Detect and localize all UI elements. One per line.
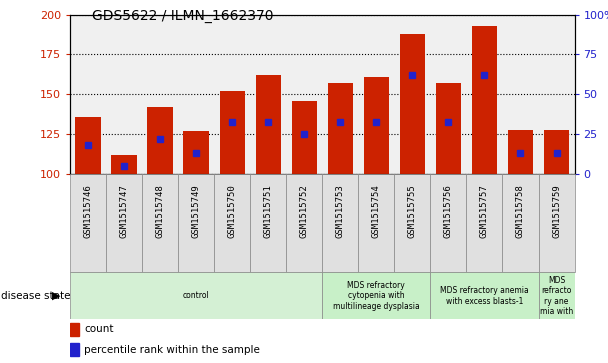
Text: count: count <box>84 325 114 334</box>
Bar <box>508 130 533 174</box>
Text: GSM1515749: GSM1515749 <box>192 184 201 238</box>
Bar <box>472 26 497 174</box>
Text: GSM1515756: GSM1515756 <box>444 184 453 238</box>
Bar <box>250 174 286 272</box>
Bar <box>358 174 395 272</box>
Bar <box>70 323 79 336</box>
Bar <box>395 174 430 272</box>
Bar <box>70 343 79 356</box>
Text: disease state: disease state <box>1 291 71 301</box>
Text: GSM1515752: GSM1515752 <box>300 184 309 238</box>
Bar <box>255 75 281 174</box>
Bar <box>430 272 539 319</box>
Bar <box>214 174 250 272</box>
Text: control: control <box>183 291 209 300</box>
Bar <box>466 174 502 272</box>
Text: MDS
refracto
ry ane
mia with: MDS refracto ry ane mia with <box>540 276 573 316</box>
Text: GSM1515751: GSM1515751 <box>264 184 272 238</box>
Bar <box>436 83 461 174</box>
Bar <box>292 101 317 174</box>
Text: percentile rank within the sample: percentile rank within the sample <box>84 345 260 355</box>
Bar <box>147 107 173 174</box>
Bar <box>539 174 575 272</box>
Text: MDS refractory anemia
with excess blasts-1: MDS refractory anemia with excess blasts… <box>440 286 529 306</box>
Bar <box>286 174 322 272</box>
Bar <box>364 77 389 174</box>
Bar <box>70 272 322 319</box>
Bar <box>184 131 209 174</box>
Bar <box>430 174 466 272</box>
Bar <box>539 272 575 319</box>
Bar <box>328 83 353 174</box>
Text: MDS refractory
cytopenia with
multilineage dysplasia: MDS refractory cytopenia with multilinea… <box>333 281 420 311</box>
Text: GSM1515753: GSM1515753 <box>336 184 345 238</box>
Text: GSM1515758: GSM1515758 <box>516 184 525 238</box>
Text: GSM1515759: GSM1515759 <box>552 184 561 238</box>
Text: GSM1515747: GSM1515747 <box>120 184 128 238</box>
Text: GDS5622 / ILMN_1662370: GDS5622 / ILMN_1662370 <box>92 9 273 23</box>
Text: ▶: ▶ <box>52 291 60 301</box>
Bar <box>544 130 569 174</box>
Bar <box>70 174 106 272</box>
Bar <box>106 174 142 272</box>
Text: GSM1515754: GSM1515754 <box>372 184 381 238</box>
Bar <box>322 174 358 272</box>
Text: GSM1515748: GSM1515748 <box>156 184 165 238</box>
Text: GSM1515755: GSM1515755 <box>408 184 417 238</box>
Bar <box>399 34 425 174</box>
Bar <box>502 174 539 272</box>
Text: GSM1515757: GSM1515757 <box>480 184 489 238</box>
Bar <box>111 155 137 174</box>
Text: GSM1515750: GSM1515750 <box>227 184 237 238</box>
Bar <box>75 117 100 174</box>
Bar <box>322 272 430 319</box>
Bar <box>142 174 178 272</box>
Bar <box>219 91 245 174</box>
Bar <box>178 174 214 272</box>
Text: GSM1515746: GSM1515746 <box>83 184 92 238</box>
